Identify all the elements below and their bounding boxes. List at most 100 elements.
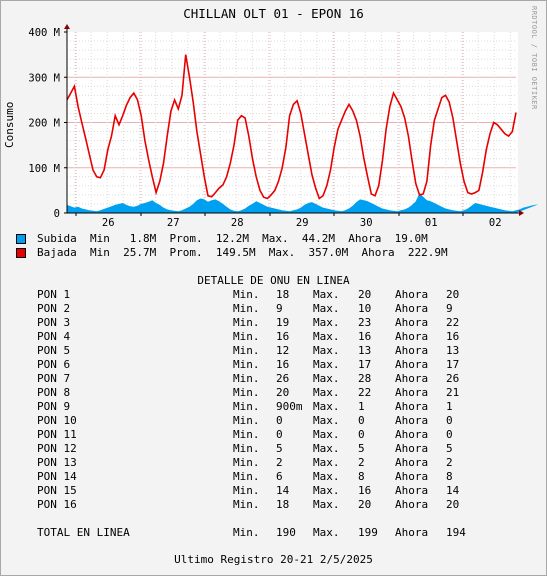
pon-name: PON 2: [37, 302, 71, 315]
upload-area-series: [67, 193, 539, 213]
pon-now-label: Ahora: [395, 344, 429, 357]
pon-now: 5: [446, 442, 453, 455]
pon-max: 20: [358, 288, 372, 301]
pon-now: 13: [446, 344, 460, 357]
pon-max-label: Max.: [313, 456, 340, 469]
pon-name: PON 5: [37, 344, 71, 357]
pon-min-label: Min.: [233, 302, 260, 315]
pon-name: PON 8: [37, 386, 71, 399]
pon-now-label: Ahora: [395, 400, 429, 413]
pon-min-label: Min.: [233, 316, 260, 329]
pon-max-label: Max.: [313, 414, 340, 427]
pon-min: 0: [276, 428, 283, 441]
pon-min: 0: [276, 414, 283, 427]
pon-now: 14: [446, 484, 460, 497]
pon-min-label: Min.: [233, 526, 260, 539]
pon-name: PON 9: [37, 400, 71, 413]
y-tick-label: 100 M: [28, 163, 60, 175]
pon-max: 22: [358, 386, 372, 399]
pon-now: 20: [446, 498, 460, 511]
pon-min: 18: [276, 288, 290, 301]
pon-max-label: Max.: [313, 484, 340, 497]
pon-now: 20: [446, 288, 460, 301]
pon-min: 16: [276, 358, 290, 371]
pon-max-label: Max.: [313, 302, 340, 315]
pon-now-label: Ahora: [395, 414, 429, 427]
download-swatch: [16, 248, 26, 258]
pon-max-label: Max.: [313, 442, 340, 455]
pon-max: 13: [358, 344, 372, 357]
pon-now: 194: [446, 526, 466, 539]
y-tick-labels: 0 100 M 200 M 300 M 400 M: [28, 27, 60, 220]
y-tick-label: 400 M: [28, 27, 60, 39]
y-axis-arrow: [64, 24, 70, 29]
x-tick-label: 29: [296, 217, 309, 229]
pon-min-label: Min.: [233, 442, 260, 455]
x-axis-arrow: [519, 210, 524, 216]
pon-now-label: Ahora: [395, 386, 429, 399]
pon-name: PON 15: [37, 484, 77, 497]
legend-download-name: Bajada: [37, 246, 77, 259]
y-tick-label: 300 M: [28, 72, 60, 84]
pon-name: PON 14: [37, 470, 77, 483]
x-tick-label: 01: [425, 217, 438, 229]
pon-max: 199: [358, 526, 378, 539]
pon-min: 20: [276, 386, 290, 399]
pon-max-label: Max.: [313, 358, 340, 371]
pon-now-label: Ahora: [395, 316, 429, 329]
pon-max-label: Max.: [313, 400, 340, 413]
pon-now: 2: [446, 456, 453, 469]
pon-max: 5: [358, 442, 365, 455]
pon-max: 10: [358, 302, 372, 315]
pon-now-label: Ahora: [395, 330, 429, 343]
pon-min-label: Min.: [233, 288, 260, 301]
pon-min-label: Min.: [233, 414, 260, 427]
pon-min-label: Min.: [233, 344, 260, 357]
pon-min: 16: [276, 330, 290, 343]
pon-now: 0: [446, 428, 453, 441]
pon-min-label: Min.: [233, 386, 260, 399]
x-tick-label: 27: [167, 217, 180, 229]
download-line-series: [66, 54, 517, 200]
y-tick-label: 0: [54, 208, 60, 220]
pon-max: 8: [358, 470, 365, 483]
pon-name: PON 7: [37, 372, 71, 385]
pon-max-label: Max.: [313, 372, 340, 385]
pon-name: TOTAL EN LINEA: [37, 526, 130, 539]
pon-max: 1: [358, 400, 365, 413]
pon-min-label: Min.: [233, 484, 260, 497]
pon-min: 26: [276, 372, 290, 385]
pon-now-label: Ahora: [395, 470, 429, 483]
x-tick-label: 26: [102, 217, 115, 229]
pon-min: 9: [276, 302, 283, 315]
pon-min: 900m: [276, 400, 303, 413]
pon-min-label: Min.: [233, 372, 260, 385]
x-tick-label: 02: [489, 217, 502, 229]
pon-now: 0: [446, 414, 453, 427]
legend-upload: Subida Min 1.8M Prom. 12.2M Max. 44.2M A…: [16, 232, 428, 271]
pon-max-label: Max.: [313, 330, 340, 343]
legend-download-stats: Min 25.7M Prom. 149.5M Max. 357.0M Ahora…: [90, 246, 448, 259]
pon-now-label: Ahora: [395, 526, 429, 539]
pon-max-label: Max.: [313, 470, 340, 483]
pon-min: 12: [276, 344, 290, 357]
pon-now: 1: [446, 400, 453, 413]
pon-max-label: Max.: [313, 498, 340, 511]
pon-max: 23: [358, 316, 372, 329]
pon-max: 2: [358, 456, 365, 469]
pon-name: PON 1: [37, 288, 71, 301]
pon-min: 19: [276, 316, 290, 329]
pon-name: PON 4: [37, 330, 71, 343]
pon-max-label: Max.: [313, 344, 340, 357]
x-tick-labels: 26 27 28 29 30 01 02: [102, 217, 502, 229]
pon-max: 0: [358, 414, 365, 427]
pon-name: PON 13: [37, 456, 77, 469]
pon-max-label: Max.: [313, 428, 340, 441]
pon-now-label: Ahora: [395, 498, 429, 511]
pon-min-label: Min.: [233, 470, 260, 483]
legend-upload-stats: Min 1.8M Prom. 12.2M Max. 44.2M Ahora 19…: [90, 232, 428, 245]
pon-min-label: Min.: [233, 428, 260, 441]
pon-max-label: Max.: [313, 386, 340, 399]
y-tick-label: 200 M: [28, 118, 60, 130]
pon-now: 16: [446, 330, 460, 343]
